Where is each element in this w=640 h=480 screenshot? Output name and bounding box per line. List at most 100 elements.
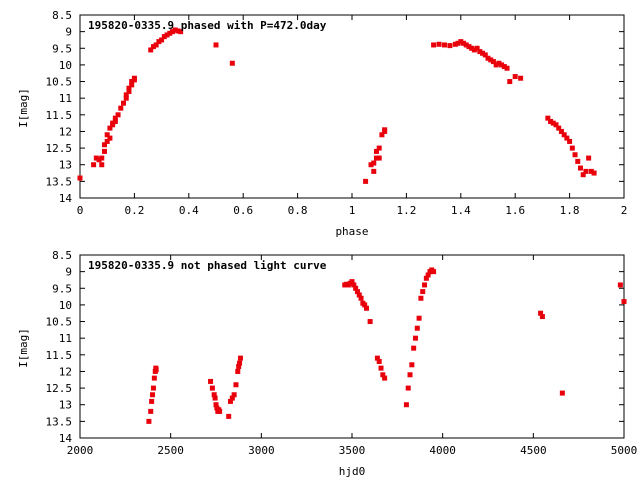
unphased-light-curve-panel: 2000 2500 3000 3500 4000 4500 5000 8.5 9 9.5 10 10… bbox=[17, 249, 637, 478]
unphased-data-point bbox=[559, 390, 565, 396]
phased-data-point bbox=[153, 42, 159, 48]
phased-data-point bbox=[556, 125, 562, 131]
phased-data-point bbox=[569, 145, 575, 151]
unphased-data-point bbox=[356, 292, 362, 298]
phased-data-point bbox=[518, 75, 524, 81]
phased-data-point bbox=[466, 44, 472, 50]
unphased-x-tick-label: 4000 bbox=[429, 444, 456, 457]
phased-data-point bbox=[363, 178, 369, 184]
phased-data-point bbox=[131, 75, 137, 81]
phased-data-point bbox=[118, 105, 124, 111]
phased-data-point bbox=[474, 45, 480, 51]
unphased-data-point bbox=[231, 392, 237, 398]
phased-data-point bbox=[452, 41, 458, 47]
phased-data-point bbox=[126, 89, 132, 95]
unphased-data-point bbox=[422, 282, 428, 288]
phased-y-tick-label: 13.5 bbox=[46, 175, 73, 188]
unphased-y-tick-label: 10 bbox=[59, 299, 72, 312]
phased-data-point bbox=[159, 37, 165, 43]
phased-data-point bbox=[463, 42, 469, 48]
unphased-data-point bbox=[414, 325, 420, 331]
phased-y-tick-label: 12 bbox=[59, 125, 72, 138]
unphased-x-tick-label: 4500 bbox=[520, 444, 547, 457]
phased-y-tick-label: 12.5 bbox=[46, 142, 73, 155]
phased-data-point bbox=[376, 155, 382, 161]
phased-x-tick-label: 0.8 bbox=[288, 204, 308, 217]
phased-data-point bbox=[368, 162, 374, 168]
unphased-data-point bbox=[539, 314, 545, 320]
unphased-data-point bbox=[382, 375, 388, 381]
phased-x-tick-label: 1.4 bbox=[451, 204, 471, 217]
phased-y-axis-label: I[mag] bbox=[17, 88, 30, 128]
phased-data-point bbox=[480, 50, 486, 56]
phased-data-point bbox=[150, 44, 156, 50]
phased-data-point bbox=[580, 172, 586, 178]
unphased-data-point bbox=[367, 319, 373, 325]
unphased-y-tick-label: 11.5 bbox=[46, 349, 73, 362]
phased-x-tick-label: 1.2 bbox=[396, 204, 416, 217]
unphased-y-tick-label: 14 bbox=[59, 432, 73, 445]
phased-data-point bbox=[382, 128, 388, 134]
phased-data-point bbox=[123, 95, 129, 101]
phased-data-point bbox=[471, 47, 477, 53]
phased-data-point bbox=[455, 40, 461, 46]
unphased-data-point bbox=[380, 372, 386, 378]
unphased-data-point bbox=[374, 355, 380, 361]
phased-data-point bbox=[586, 155, 592, 161]
unphased-x-tick-label: 2000 bbox=[67, 444, 94, 457]
unphased-data-point bbox=[150, 392, 156, 398]
unphased-data-points bbox=[146, 267, 627, 424]
unphased-x-tick-label: 3500 bbox=[339, 444, 366, 457]
phased-data-point bbox=[376, 145, 382, 151]
unphased-data-point bbox=[229, 395, 235, 401]
unphased-y-tick-label: 13 bbox=[59, 399, 72, 412]
unphased-data-point bbox=[151, 375, 157, 381]
unphased-data-point bbox=[431, 269, 437, 275]
phased-data-point bbox=[583, 168, 589, 174]
phased-data-point bbox=[371, 160, 377, 166]
phased-y-tick-label: 10.5 bbox=[46, 76, 73, 89]
phased-data-point bbox=[504, 65, 510, 71]
unphased-chart-title: 195820-0335.9 not phased light curve bbox=[88, 259, 327, 272]
unphased-data-point bbox=[146, 418, 152, 424]
unphased-y-axis-label: I[mag] bbox=[17, 328, 30, 368]
unphased-data-point bbox=[148, 408, 154, 414]
phased-data-point bbox=[577, 165, 583, 171]
unphased-data-point bbox=[149, 398, 155, 404]
unphased-x-axis-label: hjd0 bbox=[339, 465, 366, 478]
phased-data-point bbox=[121, 100, 127, 106]
unphased-data-point bbox=[621, 299, 627, 305]
unphased-data-point bbox=[416, 315, 422, 321]
unphased-data-point bbox=[538, 310, 544, 316]
phased-data-point bbox=[548, 118, 554, 124]
unphased-data-point bbox=[378, 365, 384, 371]
phased-data-point bbox=[161, 34, 167, 40]
phased-data-point bbox=[91, 162, 97, 168]
unphased-y-tick-label: 13.5 bbox=[46, 415, 73, 428]
phased-data-point bbox=[488, 57, 494, 63]
phased-data-point bbox=[373, 155, 379, 161]
unphased-data-point bbox=[209, 385, 215, 391]
phased-y-tick-label: 13 bbox=[59, 159, 72, 172]
phased-data-point bbox=[126, 85, 132, 91]
phased-y-tick-label: 9 bbox=[65, 26, 72, 39]
unphased-data-point bbox=[362, 302, 368, 308]
phased-data-point bbox=[172, 27, 178, 33]
phased-data-point bbox=[572, 152, 578, 158]
phased-y-tick-label: 8.5 bbox=[52, 9, 72, 22]
phased-data-point bbox=[178, 29, 184, 35]
unphased-data-point bbox=[213, 402, 219, 408]
unphased-y-tick-label: 9 bbox=[65, 266, 72, 279]
phased-x-tick-label: 0.6 bbox=[233, 204, 253, 217]
phased-data-point bbox=[436, 41, 442, 47]
unphased-data-point bbox=[351, 282, 357, 288]
unphased-data-point bbox=[211, 392, 217, 398]
unphased-data-point bbox=[420, 289, 426, 295]
phased-data-point bbox=[77, 175, 83, 181]
unphased-x-tick-label: 2500 bbox=[157, 444, 184, 457]
phased-data-point bbox=[164, 32, 170, 38]
phased-data-point bbox=[99, 155, 105, 161]
unphased-data-point bbox=[354, 289, 360, 295]
unphased-data-point bbox=[407, 372, 413, 378]
unphased-data-point bbox=[212, 395, 218, 401]
